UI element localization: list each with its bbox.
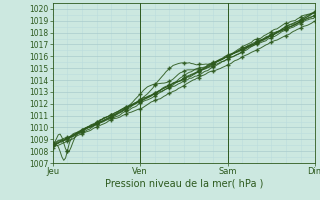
X-axis label: Pression niveau de la mer( hPa ): Pression niveau de la mer( hPa ) xyxy=(105,179,263,189)
